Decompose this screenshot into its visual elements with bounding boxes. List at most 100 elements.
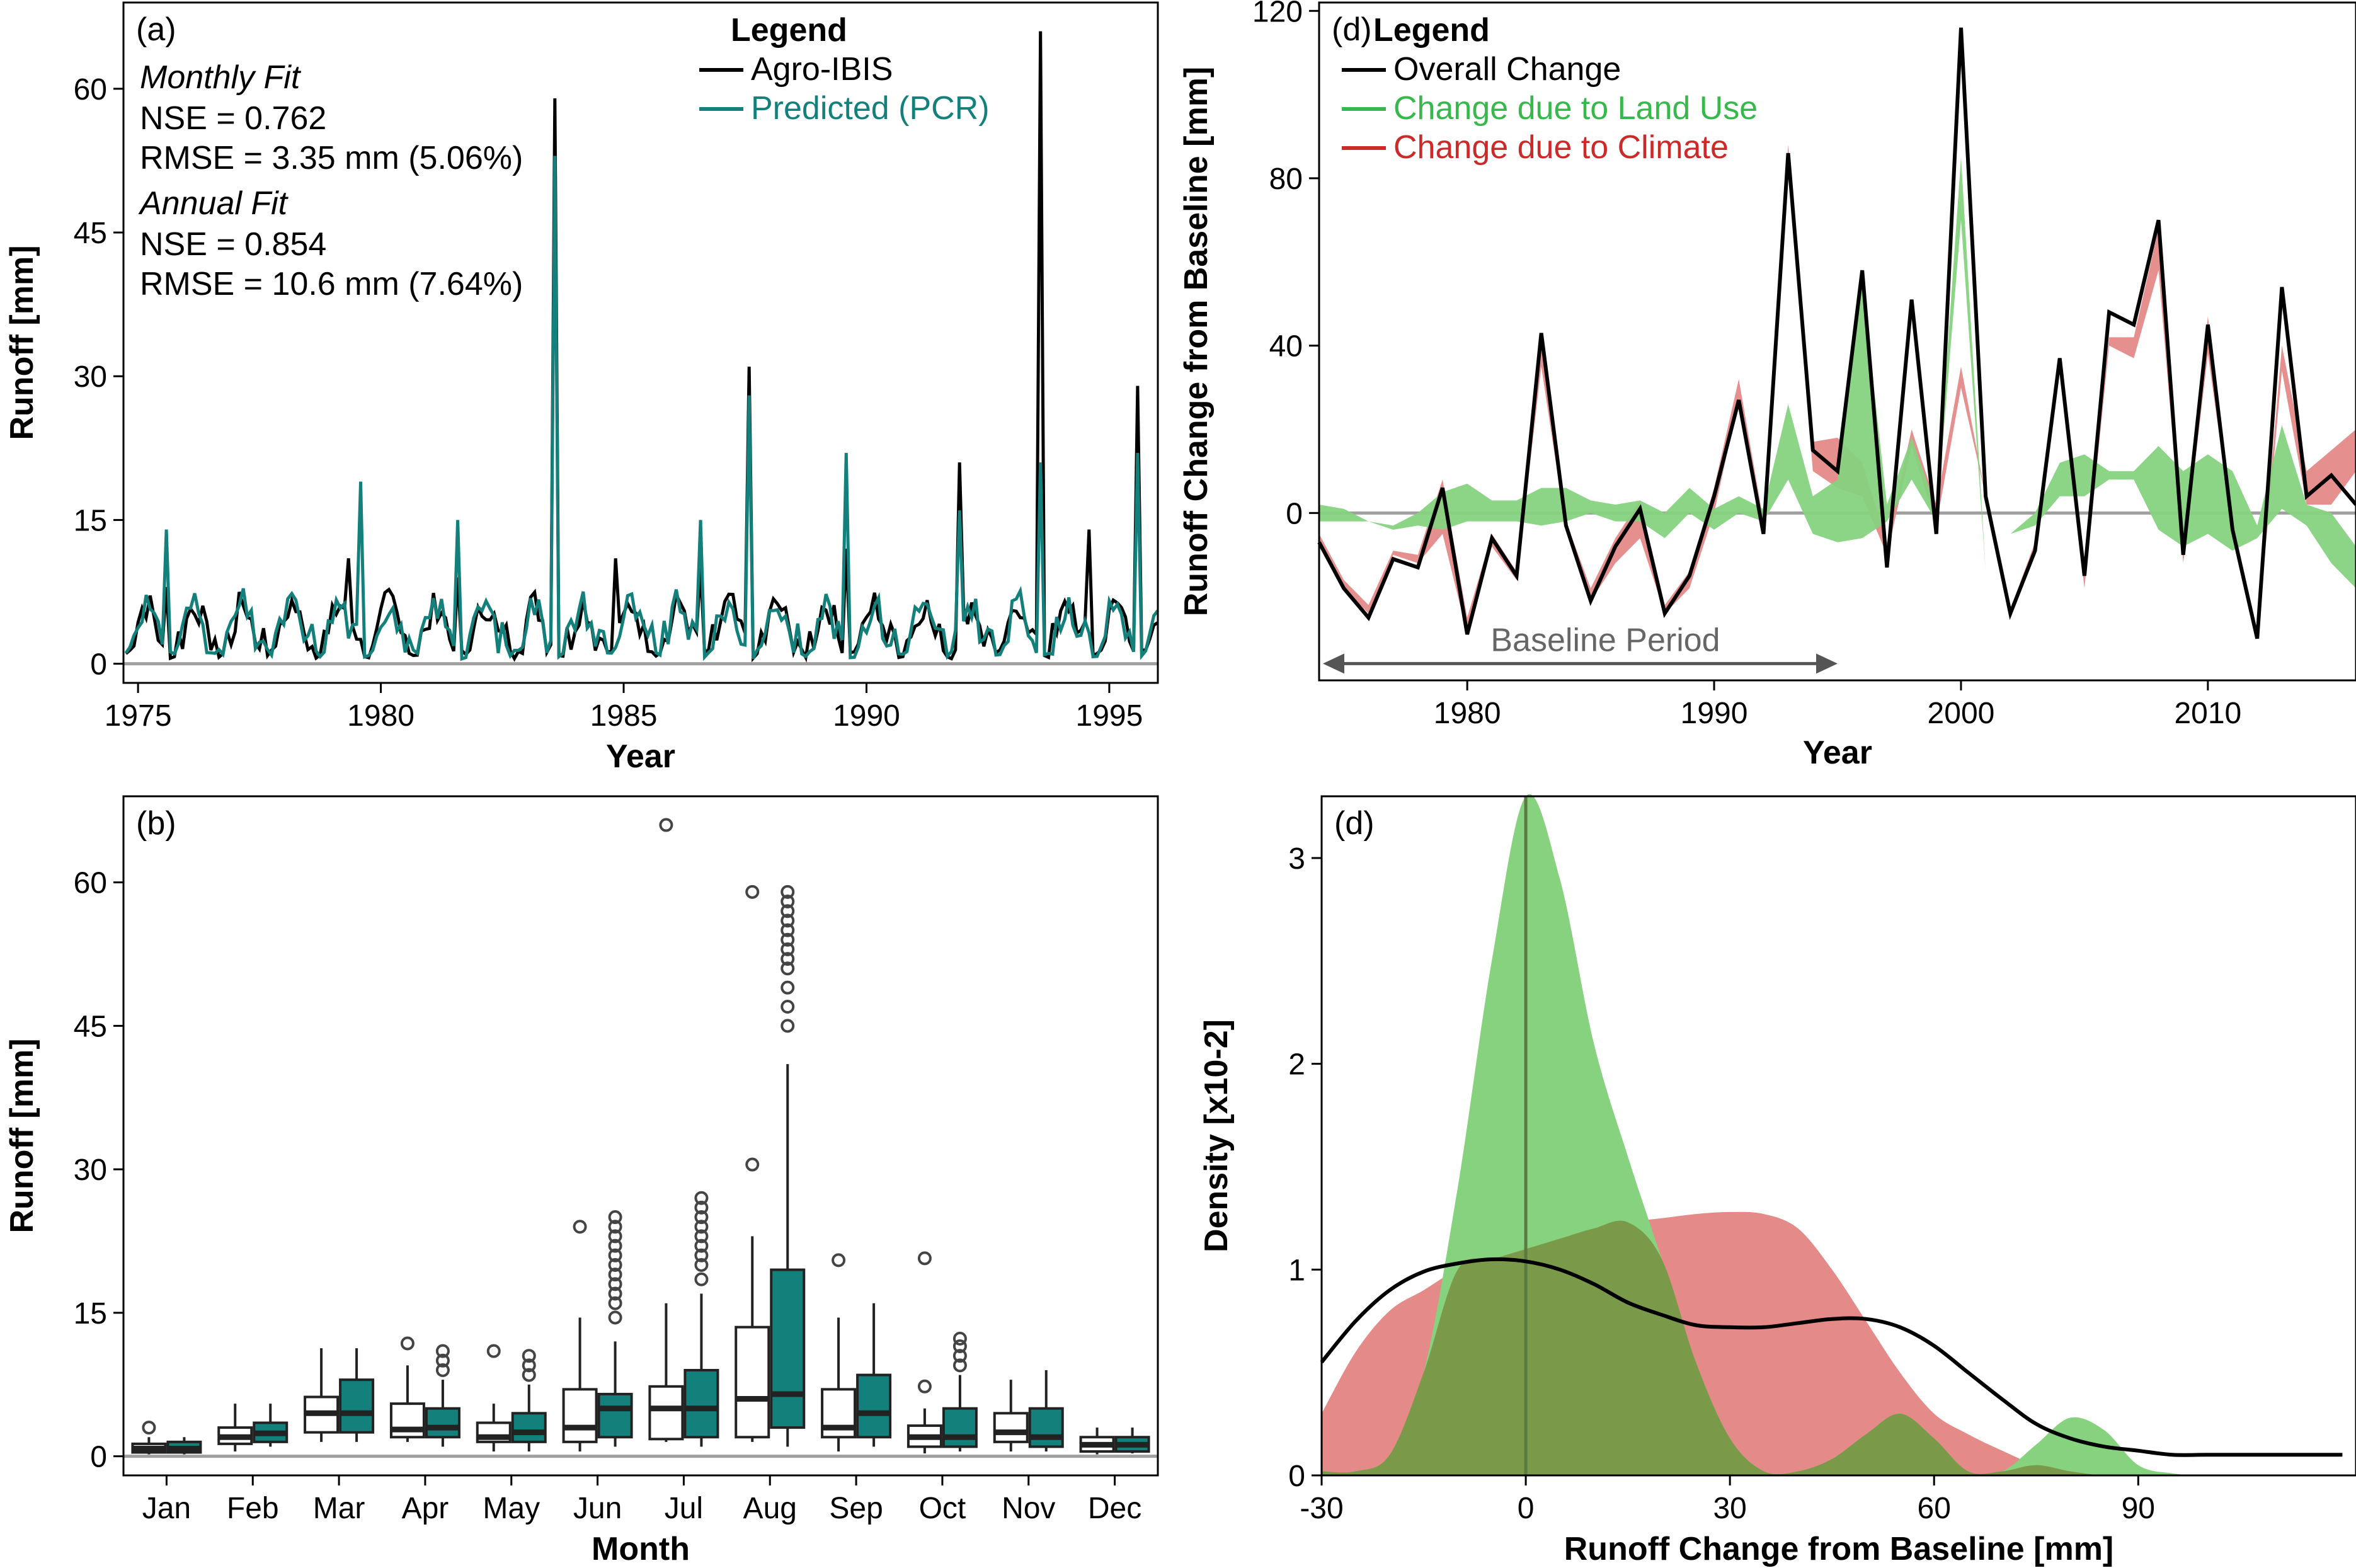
box-outlier: [694, 1191, 709, 1205]
box-outlier: [694, 1248, 709, 1262]
series-line-overall: [1317, 27, 2356, 639]
y-axis-label: Runoff Change from Baseline [mm]: [1178, 67, 1215, 617]
x-tick-label: Jan: [142, 1492, 191, 1525]
x-axis-label: Runoff Change from Baseline [mm]: [1564, 1531, 2114, 1567]
fit-annotation: NSE = 0.762: [140, 100, 326, 137]
y-tick-label: 80: [1269, 163, 1303, 196]
y-tick-label: 15: [74, 1297, 107, 1331]
baseline-arrowhead-right: [1816, 653, 1838, 674]
y-tick-label: 30: [74, 1153, 107, 1187]
box-outlier: [781, 1000, 795, 1014]
x-tick-label: Jun: [573, 1492, 622, 1525]
box-outlier: [608, 1286, 622, 1301]
y-tick-label: 0: [1288, 1460, 1305, 1493]
box-agro-ibis: [562, 1388, 598, 1443]
box-outlier: [435, 1363, 450, 1377]
box-outlier: [608, 1296, 622, 1310]
box-outlier: [781, 923, 795, 937]
box-outlier: [781, 913, 795, 928]
box-outlier: [522, 1358, 536, 1373]
x-tick-label: Sep: [829, 1492, 883, 1525]
legend-title: Legend: [1373, 12, 1490, 49]
box-outlier: [832, 1253, 846, 1268]
y-tick-label: 45: [74, 1010, 107, 1043]
panel-c: Baseline Period 0 40 80 120 1980 1990 2000 2010 (…: [1178, 0, 2356, 771]
box-outlier: [694, 1272, 709, 1286]
x-axis-label: Month: [592, 1531, 690, 1567]
x-tick-label: 2000: [1928, 697, 1995, 730]
y-tick-label: 60: [74, 867, 107, 900]
y-tick-label: 45: [74, 217, 107, 250]
box-outlier: [694, 1200, 709, 1215]
density-overall-line: [1320, 1257, 2343, 1457]
box-outlier: [781, 884, 795, 899]
panel-label: (a): [136, 11, 176, 48]
panel-label: (b): [136, 805, 176, 842]
legend-title: Legend: [731, 12, 847, 49]
fit-annotation: Monthly Fit: [140, 59, 302, 96]
box-predicted: [856, 1373, 892, 1439]
box-outlier: [608, 1277, 622, 1291]
y-tick-label: 1: [1288, 1254, 1305, 1287]
box-outlier: [573, 1220, 587, 1234]
x-tick-label: 1980: [347, 699, 415, 733]
box-outlier: [694, 1229, 709, 1244]
baseline-period-label: Baseline Period: [1490, 622, 1720, 658]
box-predicted: [597, 1392, 633, 1439]
x-tick-label: -30: [1300, 1492, 1343, 1525]
box-outlier: [917, 1379, 932, 1393]
plot-frame: [1318, 1, 2356, 682]
box-outlier: [400, 1336, 415, 1351]
box-outlier: [694, 1239, 709, 1253]
box-predicted: [942, 1407, 978, 1448]
x-tick-label: 1995: [1076, 699, 1143, 733]
y-axis-label: Density [x10-2]: [1198, 1019, 1235, 1252]
y-axis-label: Runoff [mm]: [4, 1038, 40, 1233]
box-outlier: [694, 1210, 709, 1225]
fit-annotation: RMSE = 10.6 mm (7.64%): [140, 266, 523, 302]
legend-entry: Overall Change: [1393, 51, 1621, 88]
x-axis-label: Year: [606, 738, 675, 775]
plot-frame: [122, 1, 1159, 684]
x-tick-label: Aug: [743, 1492, 797, 1525]
baseline-arrowhead-left: [1323, 653, 1344, 674]
box-outlier: [694, 1220, 709, 1234]
y-tick-label: 15: [74, 504, 107, 537]
fit-annotation: NSE = 0.854: [140, 226, 326, 263]
x-tick-label: Mar: [313, 1492, 365, 1525]
legend-entry: Change due to Climate: [1393, 129, 1729, 166]
box-outlier: [781, 942, 795, 956]
box-outlier: [781, 904, 795, 918]
box-outlier: [781, 980, 795, 995]
box-outlier: [608, 1220, 622, 1234]
x-axis-label: Year: [1803, 735, 1872, 771]
x-tick-label: Apr: [402, 1492, 449, 1525]
box-agro-ibis: [735, 1325, 770, 1439]
box-agro-ibis: [648, 1385, 684, 1441]
series-line-predicted-pcr: [124, 156, 1159, 661]
box-outlier: [522, 1368, 536, 1382]
box-outlier: [608, 1310, 622, 1325]
legend-entry: Predicted (PCR): [751, 90, 990, 127]
box-outlier: [952, 1358, 967, 1373]
x-tick-label: Dec: [1088, 1492, 1141, 1525]
x-tick-label: 1975: [105, 699, 172, 733]
fit-annotation: Annual Fit: [138, 185, 289, 222]
box-predicted: [1028, 1407, 1064, 1448]
x-tick-label: 0: [1518, 1492, 1535, 1525]
box-outlier: [608, 1229, 622, 1244]
box-outlier: [781, 895, 795, 909]
plot-frame: [122, 795, 1159, 1477]
box-predicted: [425, 1407, 460, 1439]
box-outlier: [608, 1248, 622, 1262]
panel-label: (d): [1332, 11, 1372, 48]
box-outlier: [659, 818, 673, 832]
band-land-use: [1319, 157, 2356, 588]
box-predicted: [770, 1268, 806, 1429]
box-outlier: [435, 1353, 450, 1368]
plot-frame: [1320, 795, 2356, 1477]
x-tick-label: 1980: [1434, 697, 1501, 730]
box-predicted: [683, 1368, 719, 1439]
legend-entry: Change due to Land Use: [1393, 90, 1758, 127]
